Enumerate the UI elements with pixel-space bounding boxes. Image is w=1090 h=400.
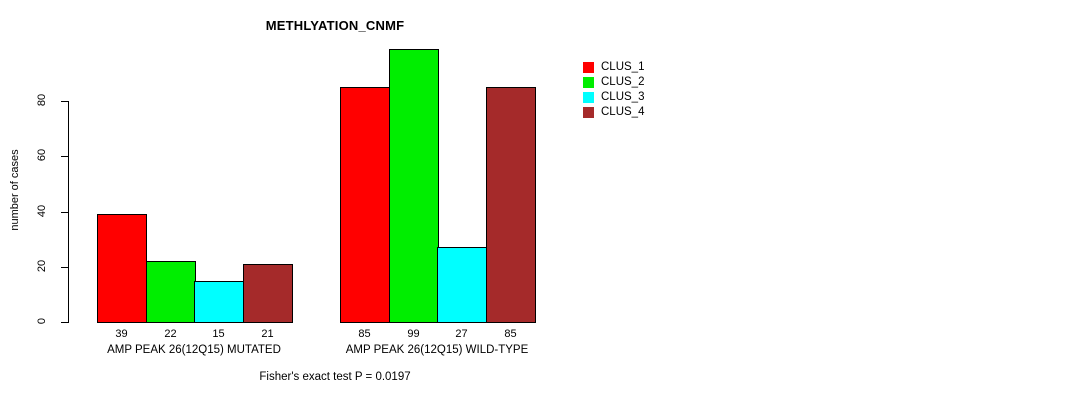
legend-item-label: CLUS_2	[601, 76, 645, 88]
bar-clus_4-group2[interactable]	[486, 87, 536, 323]
y-axis-tick	[61, 267, 68, 268]
bar-value-label: 99	[407, 328, 420, 340]
legend-item-clus_1[interactable]: CLUS_1	[583, 60, 644, 75]
bar-clus_3-group2[interactable]	[437, 247, 487, 323]
bar-clus_2-group1[interactable]	[146, 261, 196, 323]
y-axis-tick-label: 80	[36, 93, 48, 107]
x-axis-group-label: AMP PEAK 26(12Q15) WILD-TYPE	[345, 344, 529, 356]
bar-value-label: 27	[455, 328, 468, 340]
chart-title-text: METHLYATION_CNMF	[265, 18, 405, 33]
bar-clus_1-group2[interactable]	[340, 87, 390, 323]
y-axis-tick-label: 20	[36, 259, 48, 273]
y-axis-tick	[61, 212, 68, 213]
legend-item-label: CLUS_1	[601, 61, 645, 73]
y-axis-line	[68, 101, 69, 323]
legend-swatch-icon	[583, 77, 594, 88]
bar-clus_1-group1[interactable]	[97, 214, 147, 323]
footnote-text: Fisher's exact test P = 0.0197	[259, 371, 411, 383]
y-axis-tick-label: 60	[36, 148, 48, 162]
y-axis-tick-label: 0	[36, 317, 48, 325]
bar-value-label: 85	[504, 328, 517, 340]
y-axis-title-text: number of cases	[9, 149, 21, 231]
bar-value-label: 21	[261, 328, 274, 340]
bar-value-label: 15	[212, 328, 225, 340]
y-axis-tick	[61, 101, 68, 102]
legend-item-label: CLUS_4	[601, 106, 645, 118]
bar-value-label: 85	[358, 328, 371, 340]
legend-item-label: CLUS_3	[601, 91, 645, 103]
bar-value-label: 39	[115, 328, 128, 340]
bar-value-label: 22	[164, 328, 177, 340]
legend-item-clus_4[interactable]: CLUS_4	[583, 105, 644, 120]
y-axis-tick-label: 40	[36, 204, 48, 218]
legend: CLUS_1 CLUS_2 CLUS_3 CLUS_4	[583, 60, 644, 120]
x-axis-group-label: AMP PEAK 26(12Q15) MUTATED	[107, 344, 281, 356]
bar-clus_3-group1[interactable]	[194, 281, 244, 323]
legend-swatch-icon	[583, 92, 594, 103]
legend-swatch-icon	[583, 107, 594, 118]
y-axis-tick	[61, 156, 68, 157]
legend-item-clus_2[interactable]: CLUS_2	[583, 75, 644, 90]
legend-swatch-icon	[583, 62, 594, 73]
bar-clus_2-group2[interactable]	[389, 49, 439, 323]
bar-clus_4-group1[interactable]	[243, 264, 293, 323]
legend-item-clus_3[interactable]: CLUS_3	[583, 90, 644, 105]
footnote: Fisher's exact test P = 0.0197	[0, 371, 1090, 383]
chart-title: METHLYATION_CNMF	[0, 18, 1090, 33]
y-axis-tick	[61, 322, 68, 323]
